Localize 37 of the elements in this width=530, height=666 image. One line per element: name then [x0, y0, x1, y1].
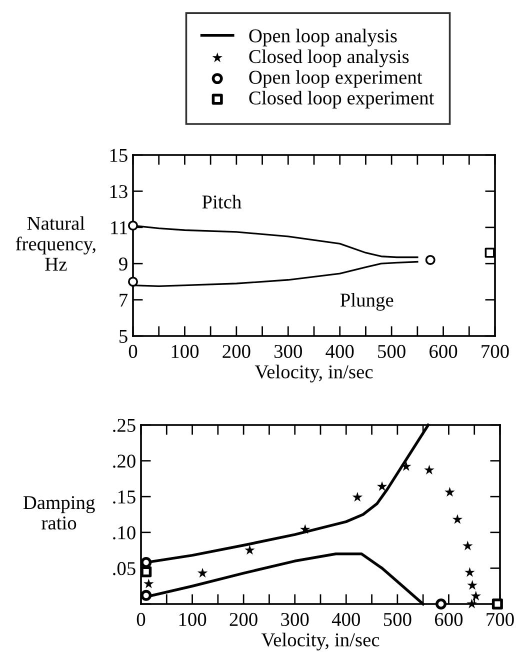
y-tick-label: .05 [113, 562, 136, 576]
x-tick-label: 400 [332, 612, 360, 626]
x-tick-label: 600 [430, 344, 458, 358]
x-tick-label: 300 [281, 612, 309, 626]
x-tick-label: 500 [384, 612, 412, 626]
legend-label: Closed loop experiment [249, 90, 434, 108]
x-tick-label: 100 [179, 612, 206, 626]
x-tick-label: 600 [434, 612, 463, 626]
x-tick-label: 100 [172, 344, 199, 358]
x-axis-title: Velocity, in/sec [254, 364, 373, 382]
x-tick-label: 0 [128, 344, 138, 358]
legend-label: Open loop experiment [249, 70, 422, 88]
y-tick-label: 13 [110, 185, 128, 198]
x-tick-label: 300 [274, 344, 302, 358]
x-tick-label: 200 [230, 612, 258, 626]
x-tick-label: 0 [136, 612, 146, 626]
y-tick-label: 9 [119, 257, 128, 271]
y-tick-label: 5 [120, 330, 128, 343]
y-tick-label: .15 [113, 490, 136, 504]
annotation: Plunge [340, 293, 394, 311]
y-axis-title: Natural frequency, Hz [16, 216, 96, 271]
y-tick-label: .20 [113, 454, 136, 468]
y-tick-label: .10 [113, 526, 136, 540]
x-tick-label: 500 [378, 344, 406, 358]
x-axis-title: Velocity, in/sec [261, 632, 380, 650]
y-tick-label: 7 [120, 294, 128, 307]
legend-label: Open loop analysis [249, 28, 397, 46]
y-tick-label: .25 [113, 418, 136, 432]
x-tick-label: 200 [222, 344, 250, 358]
x-tick-label: 700 [482, 344, 509, 358]
y-tick-label: 15 [110, 148, 128, 162]
x-tick-label: 700 [486, 612, 514, 626]
y-tick-label: 11 [111, 221, 127, 234]
y-axis-title: Damping ratio [23, 496, 95, 530]
annotation: Pitch [202, 194, 242, 209]
legend-label: Closed loop analysis [249, 49, 409, 68]
x-tick-label: 400 [326, 344, 354, 358]
